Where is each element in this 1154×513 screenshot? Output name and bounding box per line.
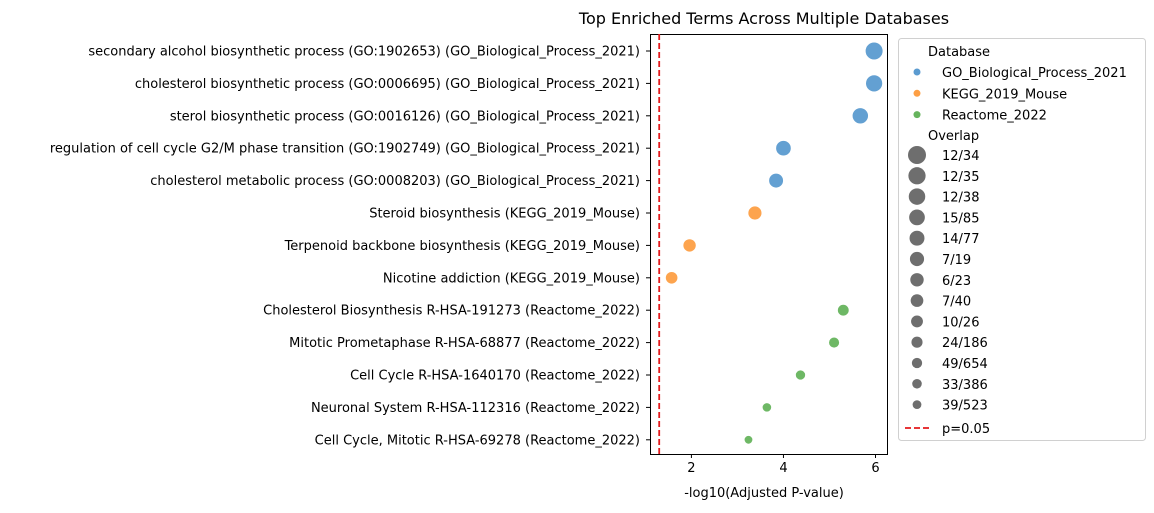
y-tick-label: cholesterol biosynthetic process (GO:000…	[135, 77, 640, 92]
legend-overlap-marker	[912, 400, 922, 409]
data-point	[836, 303, 850, 317]
y-tick-labels: secondary alcohol biosynthetic process (…	[50, 45, 650, 448]
y-tick-label: secondary alcohol biosynthetic process (…	[88, 45, 640, 60]
legend-database-marker	[913, 111, 921, 119]
y-tick-label: sterol biosynthetic process (GO:0016126)…	[170, 109, 640, 124]
legend-overlap-marker	[909, 209, 925, 226]
legend-overlap-label: 14/77	[942, 232, 979, 247]
legend-overlap-marker	[908, 188, 926, 205]
data-point	[747, 205, 763, 221]
y-tick-label: Nicotine addiction (KEGG_2019_Mouse)	[383, 271, 640, 286]
legend-database-label: KEGG_2019_Mouse	[942, 87, 1067, 102]
y-tick-label: Neuronal System R-HSA-112316 (Reactome_2…	[311, 401, 640, 416]
legend-overlap-marker	[910, 273, 924, 287]
data-point	[864, 41, 884, 61]
legend-overlap-marker	[911, 315, 923, 328]
legend-frame	[898, 38, 1146, 441]
legend-overlap-label: 12/35	[942, 170, 979, 185]
legend-overlap-label: 10/26	[942, 315, 979, 330]
x-tick-label: 2	[687, 461, 695, 476]
y-tick-label: regulation of cell cycle G2/M phase tran…	[50, 142, 640, 157]
legend-database-marker	[913, 89, 921, 97]
legend-overlap-label: 7/40	[942, 295, 971, 310]
legend-overlap-marker	[910, 294, 924, 307]
plot-area	[650, 34, 888, 455]
legend-overlap-marker	[909, 251, 925, 267]
data-point	[743, 434, 754, 445]
legend-overlap-label: 6/23	[942, 274, 971, 289]
legend-overlap-label: 33/386	[942, 378, 988, 393]
data-point	[794, 369, 807, 381]
legend-database-marker	[913, 68, 921, 76]
legend-overlap-entries: 12/34 12/35 12/38 15/85 14/77 7/19 6/23 7/40 10/…	[908, 146, 988, 414]
legend-threshold-label: p=0.05	[942, 422, 990, 437]
y-tick-label: Cell Cycle R-HSA-1640170 (Reactome_2022)	[350, 369, 640, 384]
y-tick-label: Steroid biosynthesis (KEGG_2019_Mouse)	[369, 207, 640, 222]
legend-database-title: Database	[928, 45, 990, 60]
data-point	[775, 139, 792, 157]
data-point	[761, 402, 773, 413]
legend-overlap-label: 7/19	[942, 253, 971, 268]
legend: Database Overlap GO_Biological_Process_2…	[898, 38, 1146, 441]
legend-overlap-label: 15/85	[942, 211, 979, 226]
data-point	[828, 336, 841, 349]
data-point	[768, 172, 785, 189]
x-ticks: 2 4 6	[687, 454, 880, 476]
y-tick-label: Mitotic Prometaphase R-HSA-68877 (Reacto…	[289, 336, 640, 351]
legend-database-label: GO_Biological_Process_2021	[942, 66, 1127, 81]
legend-overlap-label: 12/34	[942, 149, 979, 164]
legend-overlap-marker	[908, 146, 926, 164]
y-tick-label: Cholesterol Biosynthesis R-HSA-191273 (R…	[263, 304, 640, 319]
x-tick-label: 4	[779, 461, 787, 476]
legend-overlap-marker	[909, 230, 925, 246]
x-tick-label: 6	[871, 461, 879, 476]
legend-overlap-label: 12/38	[942, 191, 979, 206]
legend-overlap-label: 39/523	[942, 399, 988, 414]
points-layer	[664, 41, 884, 445]
y-tick-label: Terpenoid backbone biosynthesis (KEGG_20…	[284, 239, 640, 254]
legend-overlap-marker	[911, 357, 923, 369]
legend-overlap-marker	[912, 379, 922, 389]
data-point	[851, 107, 870, 125]
legend-overlap-label: 49/654	[942, 357, 988, 372]
y-tick-label: Cell Cycle, Mitotic R-HSA-69278 (Reactom…	[315, 433, 640, 448]
legend-database-label: Reactome_2022	[942, 109, 1047, 124]
chart-title: Top Enriched Terms Across Multiple Datab…	[578, 9, 949, 28]
y-tick-label: cholesterol metabolic process (GO:000820…	[150, 174, 640, 189]
data-point	[682, 238, 697, 253]
legend-overlap-label: 24/186	[942, 336, 988, 351]
x-axis-label: -log10(Adjusted P-value)	[684, 486, 844, 501]
legend-overlap-marker	[911, 336, 923, 348]
data-point	[864, 74, 884, 93]
legend-overlap-title: Overlap	[928, 129, 979, 144]
legend-database-entries: GO_Biological_Process_2021 KEGG_2019_Mous…	[913, 66, 1127, 124]
legend-overlap-marker	[908, 167, 926, 185]
data-point	[664, 270, 679, 285]
